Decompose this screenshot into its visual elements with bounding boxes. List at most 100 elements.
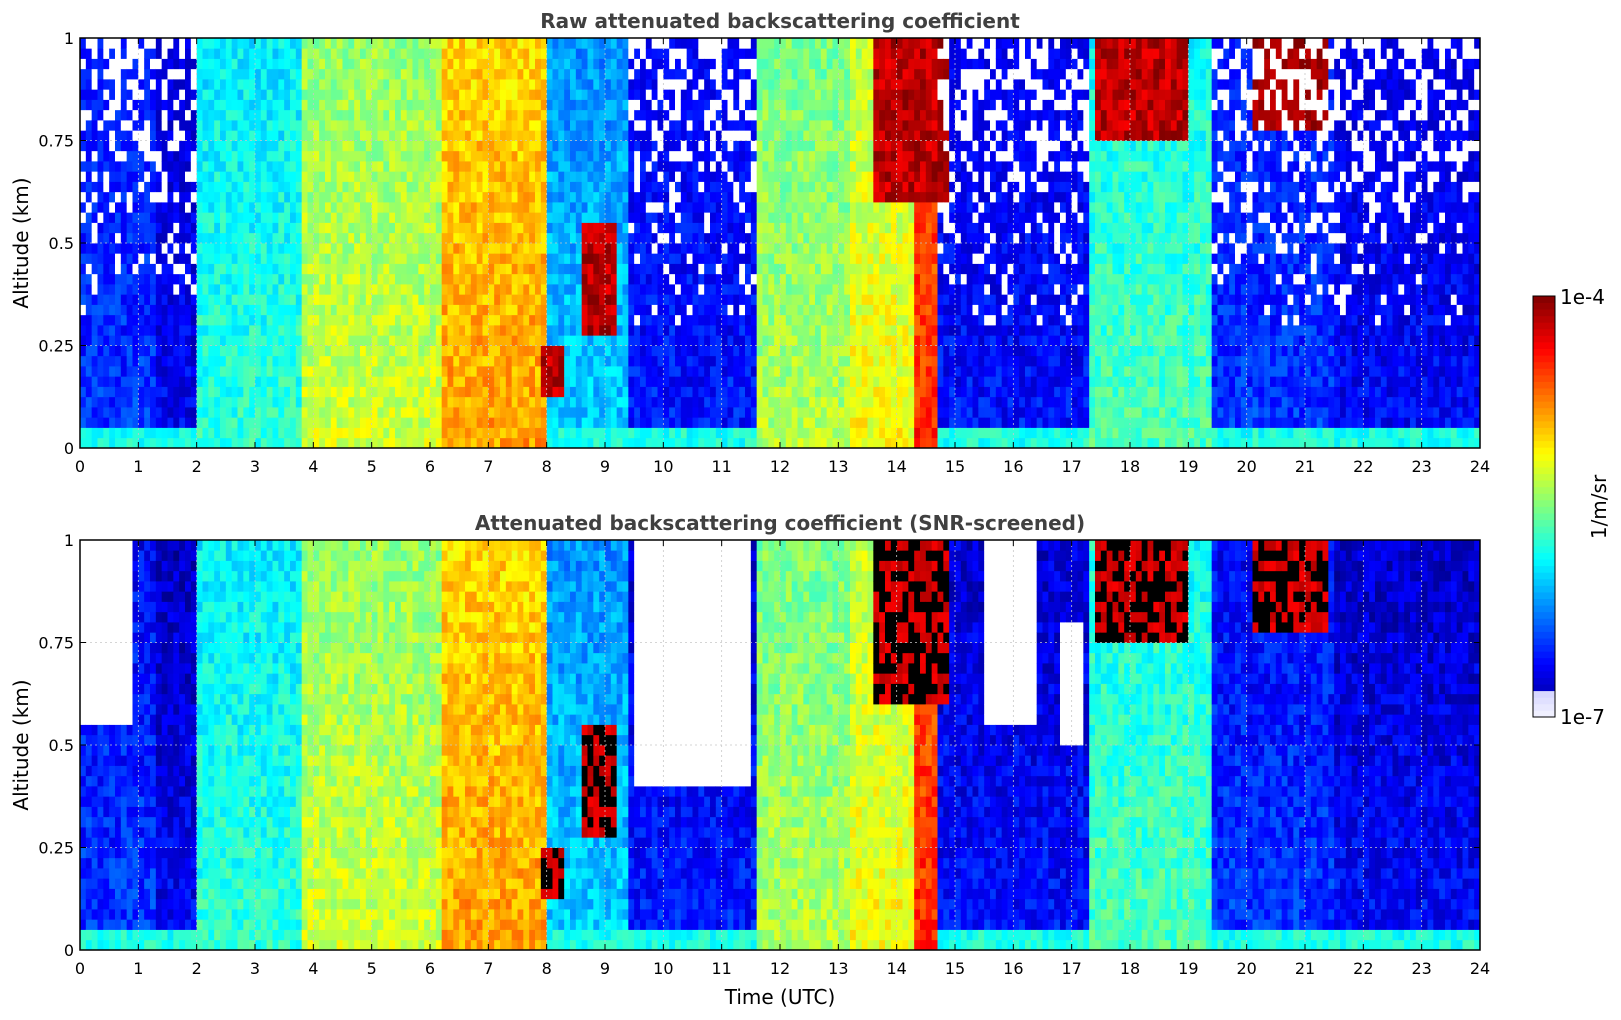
heatmap-cell: [103, 315, 109, 326]
heatmap-cell: [623, 284, 629, 295]
heatmap-cell: [518, 407, 524, 418]
heatmap-cell: [214, 130, 220, 141]
heatmap-cell: [453, 100, 459, 111]
heatmap-cell: [535, 335, 541, 346]
heatmap-cell: [366, 315, 372, 326]
heatmap-cell: [267, 161, 273, 172]
heatmap-cell: [156, 356, 162, 367]
heatmap-cell: [302, 264, 308, 275]
heatmap-cell: [681, 356, 687, 367]
heatmap-cell: [337, 325, 343, 336]
heatmap-cell: [395, 346, 401, 357]
heatmap-cell: [588, 397, 594, 408]
heatmap-cell: [243, 202, 249, 213]
heatmap-cell: [208, 59, 214, 70]
heatmap-cell: [401, 59, 407, 70]
heatmap-cell: [512, 192, 518, 203]
heatmap-cell: [80, 305, 86, 316]
heatmap-cell: [658, 79, 664, 90]
heatmap-cell: [634, 428, 640, 439]
heatmap-cell: [319, 428, 325, 439]
heatmap-cell: [278, 387, 284, 398]
heatmap-cell: [138, 48, 144, 59]
heatmap-cell: [599, 171, 605, 182]
heatmap-cell: [442, 417, 448, 428]
heatmap-cell: [214, 356, 220, 367]
heatmap-cell: [278, 264, 284, 275]
heatmap-cell: [751, 366, 757, 377]
heatmap-cell: [389, 69, 395, 80]
heatmap-cell: [197, 161, 203, 172]
heatmap-cell: [243, 120, 249, 131]
heatmap-cell: [780, 182, 786, 193]
heatmap-cell: [360, 407, 366, 418]
heatmap-cell: [220, 151, 226, 162]
heatmap-cell: [86, 161, 92, 172]
heatmap-cell: [523, 243, 529, 254]
heatmap-cell: [529, 325, 535, 336]
heatmap-cell: [430, 48, 436, 59]
heatmap-cell: [413, 233, 419, 244]
heatmap-cell: [453, 38, 459, 49]
heatmap-cell: [296, 212, 302, 223]
heatmap-cell: [133, 325, 139, 336]
heatmap-cell: [238, 315, 244, 326]
heatmap-cell: [80, 264, 86, 275]
heatmap-cell: [541, 264, 547, 275]
heatmap-cell: [337, 294, 343, 305]
heatmap-cell: [728, 356, 734, 367]
heatmap-cell: [693, 428, 699, 439]
heatmap-cell: [302, 182, 308, 193]
heatmap-cell: [687, 387, 693, 398]
heatmap-cell: [418, 294, 424, 305]
heatmap-cell: [395, 141, 401, 152]
heatmap-cell: [570, 89, 576, 100]
heatmap-cell: [722, 38, 728, 49]
heatmap-cell: [80, 428, 86, 439]
heatmap-cell: [109, 284, 115, 295]
heatmap-cell: [623, 397, 629, 408]
heatmap-cell: [488, 59, 494, 70]
heatmap-cell: [704, 305, 710, 316]
heatmap-cell: [378, 223, 384, 234]
heatmap-cell: [308, 428, 314, 439]
heatmap-cell: [465, 202, 471, 213]
heatmap-cell: [162, 438, 168, 449]
heatmap-cell: [704, 264, 710, 275]
heatmap-cell: [360, 253, 366, 264]
heatmap-cell: [249, 120, 255, 131]
heatmap-cell: [442, 59, 448, 70]
heatmap-cell: [757, 376, 763, 387]
heatmap-cell: [780, 110, 786, 121]
heatmap-cell: [418, 346, 424, 357]
heatmap-cell: [739, 274, 745, 285]
heatmap-cell: [570, 48, 576, 59]
heatmap-cell: [383, 387, 389, 398]
heatmap-cell: [663, 243, 669, 254]
heatmap-cell: [144, 376, 150, 387]
heatmap-cell: [133, 407, 139, 418]
heatmap-cell: [372, 387, 378, 398]
heatmap-cell: [564, 89, 570, 100]
heatmap-cell: [611, 366, 617, 377]
heatmap-cell: [477, 141, 483, 152]
heatmap-cell: [547, 151, 553, 162]
heatmap-cell: [407, 438, 413, 449]
heatmap-cell: [605, 130, 611, 141]
heatmap-cell: [716, 428, 722, 439]
heatmap-cell: [512, 130, 518, 141]
heatmap-cell: [477, 356, 483, 367]
heatmap-cell: [512, 48, 518, 59]
heatmap-cell: [162, 325, 168, 336]
heatmap-cell: [588, 100, 594, 111]
heatmap-cell: [541, 397, 547, 408]
heatmap-cell: [278, 315, 284, 326]
heatmap-cell: [360, 202, 366, 213]
heatmap-cell: [611, 151, 617, 162]
heatmap-cell: [733, 264, 739, 275]
heatmap-cell: [103, 120, 109, 131]
heatmap-cell: [523, 48, 529, 59]
heatmap-cell: [553, 212, 559, 223]
heatmap-cell: [278, 243, 284, 254]
heatmap-cell: [704, 356, 710, 367]
